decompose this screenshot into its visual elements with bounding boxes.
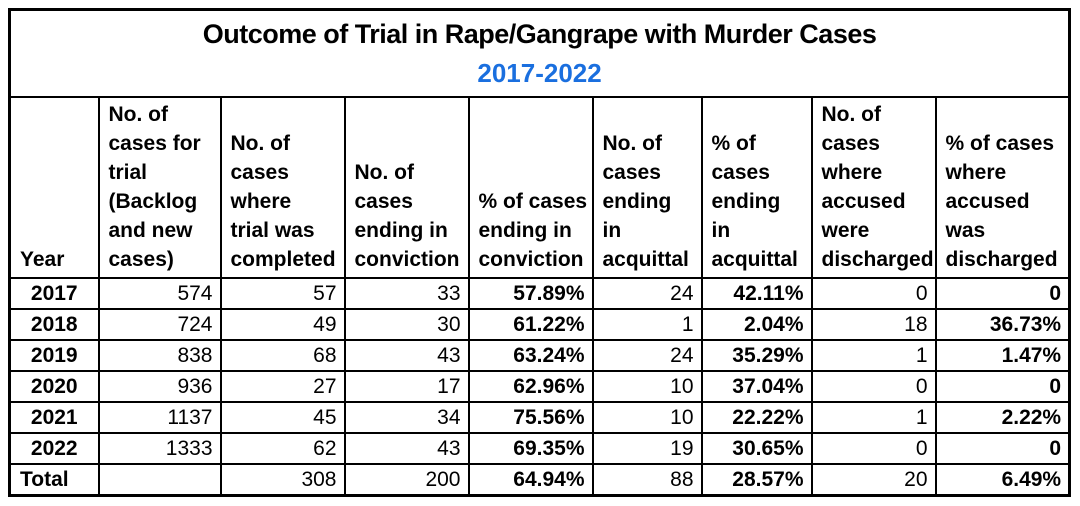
accused-discharged-cell: 18 [810, 308, 937, 341]
pct-discharged-cell: 36.73% [934, 308, 1071, 341]
trial-completed-cell: 49 [219, 308, 346, 341]
ending-conviction-cell: 17 [343, 370, 470, 403]
ending-acquittal-cell: 1 [591, 308, 703, 341]
ending-acquittal-cell: 19 [591, 432, 703, 465]
trial-completed-cell: 57 [219, 277, 346, 310]
pct-acquittal-cell: 2.04% [700, 308, 813, 341]
cases-for-trial-cell: 838 [97, 339, 222, 372]
outcome-of-trial-table: Outcome of Trial in Rape/Gangrape with M… [8, 8, 1072, 497]
year-cell: 2019 [8, 339, 100, 372]
column-header-pct-conviction: % of cases ending in conviction [467, 96, 594, 279]
column-header-ending-conviction: No. of cases ending in conviction [343, 96, 470, 279]
column-header-year: Year [8, 96, 100, 279]
ending-conviction-cell: 43 [343, 339, 470, 372]
ending-acquittal-cell: 24 [591, 277, 703, 310]
pct-conviction-cell: 64.94% [467, 463, 594, 497]
pct-acquittal-cell: 28.57% [700, 463, 813, 497]
column-header-pct-acquittal: % of cases ending in acquittal [700, 96, 813, 279]
cases-for-trial-cell: 1333 [97, 432, 222, 465]
year-cell: 2021 [8, 401, 100, 434]
accused-discharged-cell: 1 [810, 339, 937, 372]
cases-for-trial-cell [97, 463, 222, 497]
column-header-trial-completed: No. of cases where trial was completed [219, 96, 346, 279]
table-subtitle: 2017-2022 [477, 58, 602, 89]
pct-acquittal-cell: 42.11% [700, 277, 813, 310]
table-row-2021: 2021 1137 45 34 75.56% 10 22.22% 1 2.22% [8, 401, 1071, 434]
year-cell: 2017 [8, 277, 100, 310]
title-row: Outcome of Trial in Rape/Gangrape with M… [8, 8, 1071, 98]
pct-conviction-cell: 57.89% [467, 277, 594, 310]
total-label-cell: Total [8, 463, 100, 497]
pct-discharged-cell: 6.49% [934, 463, 1071, 497]
ending-acquittal-cell: 24 [591, 339, 703, 372]
trial-completed-cell: 27 [219, 370, 346, 403]
pct-discharged-cell: 0 [934, 277, 1071, 310]
accused-discharged-cell: 1 [810, 401, 937, 434]
column-header-ending-acquittal: No. of cases ending in acquittal [591, 96, 703, 279]
ending-conviction-cell: 33 [343, 277, 470, 310]
accused-discharged-cell: 0 [810, 277, 937, 310]
trial-completed-cell: 308 [219, 463, 346, 497]
table-row-2018: 2018 724 49 30 61.22% 1 2.04% 18 36.73% [8, 308, 1071, 341]
ending-acquittal-cell: 10 [591, 401, 703, 434]
table-title: Outcome of Trial in Rape/Gangrape with M… [202, 19, 877, 49]
pct-conviction-cell: 75.56% [467, 401, 594, 434]
column-header-accused-discharged: No. of cases where accused were discharg… [810, 96, 937, 279]
year-cell: 2022 [8, 432, 100, 465]
pct-discharged-cell: 2.22% [934, 401, 1071, 434]
pct-discharged-cell: 0 [934, 432, 1071, 465]
pct-conviction-cell: 62.96% [467, 370, 594, 403]
table-row-total: Total 308 200 64.94% 88 28.57% 20 6.49% [8, 463, 1071, 497]
cases-for-trial-cell: 724 [97, 308, 222, 341]
accused-discharged-cell: 0 [810, 432, 937, 465]
year-cell: 2020 [8, 370, 100, 403]
ending-acquittal-cell: 88 [591, 463, 703, 497]
table-row-2017: 2017 574 57 33 57.89% 24 42.11% 0 0 [8, 277, 1071, 310]
ending-conviction-cell: 30 [343, 308, 470, 341]
column-header-cases-for-trial: No. of cases for trial (Backlog and new … [97, 96, 222, 279]
trial-completed-cell: 62 [219, 432, 346, 465]
accused-discharged-cell: 20 [810, 463, 937, 497]
pct-acquittal-cell: 37.04% [700, 370, 813, 403]
ending-acquittal-cell: 10 [591, 370, 703, 403]
pct-discharged-cell: 0 [934, 370, 1071, 403]
year-cell: 2018 [8, 308, 100, 341]
cases-for-trial-cell: 1137 [97, 401, 222, 434]
header-row: Year No. of cases for trial (Backlog and… [8, 96, 1071, 279]
cases-for-trial-cell: 574 [97, 277, 222, 310]
pct-acquittal-cell: 30.65% [700, 432, 813, 465]
pct-acquittal-cell: 35.29% [700, 339, 813, 372]
table-row-2022: 2022 1333 62 43 69.35% 19 30.65% 0 0 [8, 432, 1071, 465]
title-cell: Outcome of Trial in Rape/Gangrape with M… [8, 8, 1071, 98]
table-row-2019: 2019 838 68 43 63.24% 24 35.29% 1 1.47% [8, 339, 1071, 372]
cases-for-trial-cell: 936 [97, 370, 222, 403]
pct-conviction-cell: 69.35% [467, 432, 594, 465]
column-header-pct-discharged: % of cases where accused was discharged [934, 96, 1071, 279]
trial-completed-cell: 45 [219, 401, 346, 434]
table-row-2020: 2020 936 27 17 62.96% 10 37.04% 0 0 [8, 370, 1071, 403]
pct-conviction-cell: 61.22% [467, 308, 594, 341]
pct-acquittal-cell: 22.22% [700, 401, 813, 434]
trial-completed-cell: 68 [219, 339, 346, 372]
ending-conviction-cell: 200 [343, 463, 470, 497]
ending-conviction-cell: 34 [343, 401, 470, 434]
accused-discharged-cell: 0 [810, 370, 937, 403]
pct-conviction-cell: 63.24% [467, 339, 594, 372]
pct-discharged-cell: 1.47% [934, 339, 1071, 372]
ending-conviction-cell: 43 [343, 432, 470, 465]
